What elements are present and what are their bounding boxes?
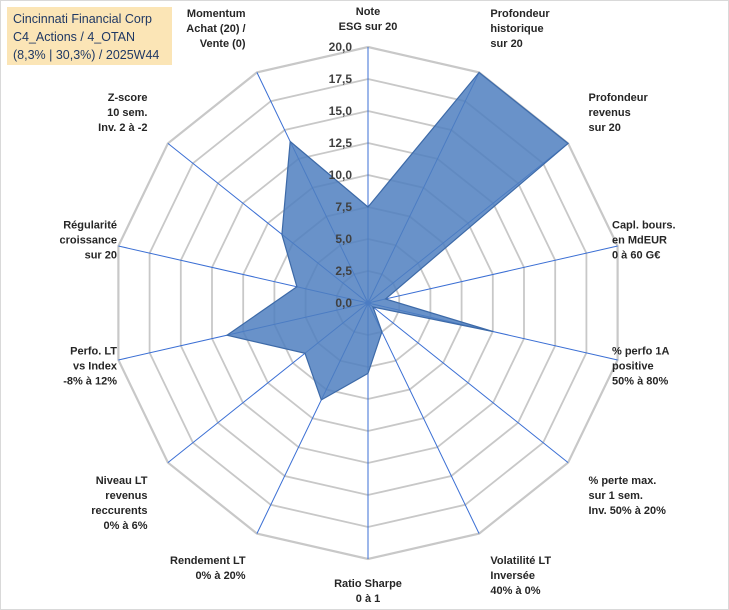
axis-label-line: Perfo. LT bbox=[70, 345, 117, 357]
axis-label: Profondeur revenus sur 20 bbox=[589, 92, 649, 134]
radar-series bbox=[225, 71, 570, 401]
axis-label: % perte max. sur 1 sem. Inv. 50% à 20% bbox=[589, 475, 667, 517]
axis-label-line: Régularité bbox=[63, 220, 117, 232]
axis-label-line: 0% à 20% bbox=[195, 570, 245, 582]
series-area bbox=[225, 71, 570, 401]
axis-label-line: positive bbox=[612, 360, 654, 372]
axis-label-line: revenus bbox=[105, 490, 147, 502]
axis-label: Profondeur historique sur 20 bbox=[490, 8, 550, 50]
axis-label-line: 50% à 80% bbox=[612, 375, 668, 387]
axis-label-line: sur 20 bbox=[490, 38, 522, 50]
axis-label: Ratio Sharpe 0 à 1 bbox=[334, 578, 402, 605]
axis-label: Niveau LT revenus reccurents 0% à 6% bbox=[91, 475, 148, 532]
axis-label-line: 10 sem. bbox=[107, 107, 147, 119]
axis-label-line: 0 à 60 G€ bbox=[612, 250, 660, 262]
radar-axis-labels: Note ESG sur 20 Profondeur historique sur 20… bbox=[60, 6, 676, 605]
axis-spoke bbox=[367, 245, 618, 304]
axis-label-line: 0 à 1 bbox=[356, 593, 380, 605]
axis-label-line: Niveau LT bbox=[96, 475, 148, 487]
axis-label-line: 40% à 0% bbox=[490, 585, 540, 597]
axis-label: Note ESG sur 20 bbox=[339, 6, 398, 33]
tick-label: 17,5 bbox=[329, 72, 353, 86]
axis-label-line: Note bbox=[356, 6, 380, 18]
axis-label-line: sur 1 sem. bbox=[589, 490, 643, 502]
axis-label-line: -8% à 12% bbox=[63, 375, 117, 387]
radar-tick-labels: 0,0 2,5 5,0 7,5 10,0 12,5 15,0 17,5 20,0 bbox=[329, 40, 353, 310]
axis-label: Régularité croissance sur 20 bbox=[60, 220, 117, 262]
axis-label-line: sur 20 bbox=[589, 122, 621, 134]
axis-label-line: Vente (0) bbox=[200, 38, 246, 50]
axis-label-line: en MdEUR bbox=[612, 235, 667, 247]
axis-label-line: Profondeur bbox=[589, 92, 649, 104]
axis-spoke bbox=[367, 302, 569, 463]
axis-label: Volatilité LT Inversée 40% à 0% bbox=[490, 555, 551, 597]
axis-label-line: % perfo 1A bbox=[612, 345, 670, 357]
tick-label: 10,0 bbox=[329, 168, 353, 182]
chart-title-company: Cincinnati Financial Corp bbox=[13, 12, 152, 26]
chart-title-stats: (8,3% | 30,3%) / 2025W44 bbox=[13, 48, 160, 62]
axis-label: Perfo. LT vs Index -8% à 12% bbox=[63, 345, 118, 387]
tick-label: 7,5 bbox=[335, 200, 352, 214]
chart-title-category: C4_Actions / 4_OTAN bbox=[13, 30, 136, 44]
axis-label-line: Achat (20) / bbox=[186, 23, 245, 35]
axis-label-line: Ratio Sharpe bbox=[334, 578, 402, 590]
axis-label-line: Volatilité LT bbox=[490, 555, 551, 567]
axis-label: Capl. bours. en MdEUR 0 à 60 G€ bbox=[612, 220, 676, 262]
tick-label: 15,0 bbox=[329, 104, 353, 118]
axis-label-line: Momentum bbox=[187, 8, 246, 20]
chart-title-box: Cincinnati Financial Corp C4_Actions / 4… bbox=[7, 7, 172, 65]
tick-label: 20,0 bbox=[329, 40, 353, 54]
tick-label: 2,5 bbox=[335, 264, 352, 278]
axis-label-line: Rendement LT bbox=[170, 555, 246, 567]
axis-label-line: sur 20 bbox=[85, 250, 117, 262]
axis-label-line: Inv. 2 à -2 bbox=[98, 122, 147, 134]
tick-label: 5,0 bbox=[335, 232, 352, 246]
axis-label-line: Capl. bours. bbox=[612, 220, 676, 232]
axis-label-line: Z-score bbox=[108, 92, 148, 104]
axis-label: Z-score 10 sem. Inv. 2 à -2 bbox=[98, 92, 147, 134]
axis-label-line: revenus bbox=[589, 107, 631, 119]
axis-label-line: Profondeur bbox=[490, 8, 550, 20]
axis-label: Momentum Achat (20) / Vente (0) bbox=[186, 8, 246, 50]
axis-label-line: % perte max. bbox=[589, 475, 657, 487]
axis-label-line: vs Index bbox=[73, 360, 118, 372]
tick-label: 12,5 bbox=[329, 136, 353, 150]
axis-label-line: Inversée bbox=[490, 570, 535, 582]
axis-label-line: 0% à 6% bbox=[103, 520, 147, 532]
axis-label: % perfo 1A positive 50% à 80% bbox=[612, 345, 670, 387]
axis-spoke bbox=[367, 302, 480, 534]
axis-label-line: historique bbox=[490, 23, 543, 35]
axis-label-line: ESG sur 20 bbox=[339, 21, 398, 33]
axis-label-line: reccurents bbox=[91, 505, 147, 517]
axis-label: Rendement LT 0% à 20% bbox=[170, 555, 246, 582]
tick-label: 0,0 bbox=[335, 296, 352, 310]
axis-label-line: croissance bbox=[60, 235, 117, 247]
axis-label-line: Inv. 50% à 20% bbox=[589, 505, 667, 517]
